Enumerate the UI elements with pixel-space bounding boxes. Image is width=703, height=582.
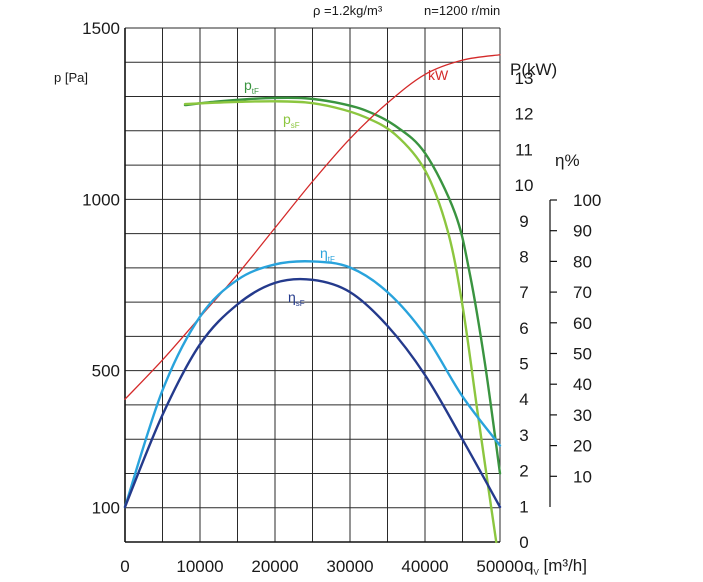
power-tick-label: 5 — [519, 355, 528, 374]
x-axis-title: qV [m³/h] — [524, 556, 587, 577]
power-tick-label: 11 — [515, 140, 533, 159]
pressure-axis-title: p [Pa] — [54, 70, 88, 85]
power-tick-label: 3 — [519, 426, 528, 445]
axes: 0 10000 20000 30000 40000 5000015001000500100… — [82, 19, 601, 576]
series-line-esF — [123, 277, 502, 509]
series-line-ptF — [183, 96, 502, 475]
x-tick-label: 10000 — [176, 557, 223, 576]
series-label-psF: psF — [283, 111, 300, 130]
efficiency-tick-label: 70 — [573, 283, 592, 302]
x-tick-label: 30000 — [326, 557, 373, 576]
x-tick-label: 0 — [120, 557, 129, 576]
efficiency-tick-label: 40 — [573, 375, 592, 394]
power-axis-title: P(kW) — [510, 60, 557, 79]
efficiency-tick-label: 90 — [573, 222, 592, 241]
power-tick-label: 13 — [515, 69, 534, 88]
series-label-ptF: ptF — [244, 77, 259, 96]
plot-grid — [124, 27, 501, 543]
series-lines — [123, 54, 502, 544]
efficiency-tick-label: 30 — [573, 406, 592, 425]
power-tick-label: 10 — [515, 176, 534, 195]
density-label: ρ =1.2kg/m³ — [313, 3, 383, 18]
efficiency-tick-label: 100 — [573, 191, 601, 210]
power-tick-label: 7 — [519, 283, 528, 302]
efficiency-tick-label: 50 — [573, 345, 592, 364]
plot-frame — [124, 28, 500, 543]
power-tick-label: 6 — [519, 319, 528, 338]
power-tick-label: 1 — [519, 497, 528, 516]
series-line-etF — [123, 260, 502, 509]
efficiency-axis-title: η% — [555, 151, 580, 170]
series-label-kW: kW — [428, 67, 449, 83]
power-tick-label: 8 — [519, 247, 528, 266]
x-tick-label: 40000 — [401, 557, 448, 576]
pressure-tick-label: 1000 — [82, 190, 120, 209]
power-tick-label: 12 — [515, 105, 534, 124]
x-tick-label: 20000 — [251, 557, 298, 576]
efficiency-tick-label: 10 — [573, 467, 592, 486]
series-label-etF: ηtF — [320, 245, 335, 264]
pressure-tick-label: 1500 — [82, 19, 120, 38]
pressure-tick-label: 100 — [92, 499, 120, 518]
x-tick-label: 50000 — [476, 557, 523, 576]
speed-label: n=1200 r/min — [424, 3, 500, 18]
efficiency-tick-label: 20 — [573, 437, 592, 456]
power-tick-label: 4 — [519, 390, 528, 409]
power-tick-label: 0 — [519, 533, 528, 552]
efficiency-tick-label: 60 — [573, 314, 592, 333]
series-line-psF — [183, 100, 498, 544]
labels: ρ =1.2kg/m³ n=1200 r/min p [Pa] P(kW) η% qV [… — [54, 3, 587, 577]
series-label-esF: ηsF — [288, 289, 305, 308]
power-tick-label: 9 — [519, 212, 528, 231]
series-line-kW — [124, 54, 501, 400]
efficiency-tick-label: 80 — [573, 252, 592, 271]
power-tick-label: 2 — [519, 462, 528, 481]
pressure-tick-label: 500 — [92, 362, 120, 381]
